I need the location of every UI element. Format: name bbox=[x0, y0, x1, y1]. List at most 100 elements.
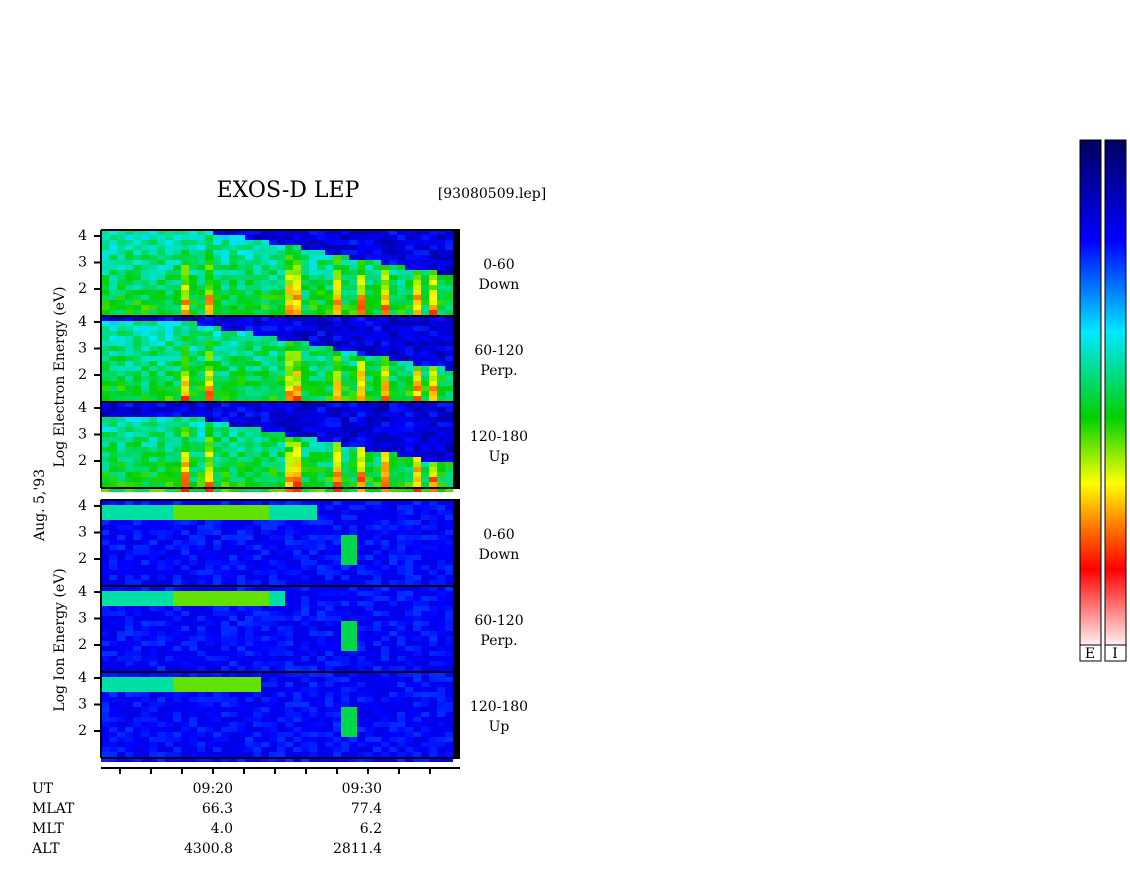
spectrogram-cell bbox=[429, 601, 437, 606]
spectrogram-cell bbox=[309, 487, 317, 492]
spectrogram-cell bbox=[205, 697, 213, 702]
spectrogram-cell bbox=[333, 515, 341, 520]
spectrogram-cell bbox=[237, 482, 245, 487]
spectrogram-cell bbox=[269, 331, 277, 336]
spectrogram-cell bbox=[381, 611, 389, 616]
spectrogram-cell bbox=[269, 417, 277, 422]
spectrogram-cell bbox=[429, 707, 437, 712]
spectrogram-cell bbox=[237, 472, 245, 477]
spectrogram-cell bbox=[301, 510, 309, 515]
spectrogram-cell bbox=[261, 265, 269, 270]
spectrogram-cell bbox=[365, 505, 373, 510]
spectrogram-cell bbox=[293, 255, 301, 260]
spectrogram-cell bbox=[413, 550, 421, 555]
spectrogram-cell bbox=[349, 477, 357, 482]
spectrogram-cell bbox=[229, 505, 237, 510]
spectrogram-cell bbox=[405, 757, 413, 762]
spectrogram-cell bbox=[301, 255, 309, 260]
spectrogram-cell bbox=[117, 432, 125, 437]
spectrogram-cell bbox=[165, 505, 173, 510]
spectrogram-cell bbox=[397, 321, 405, 326]
spectrogram-cell bbox=[229, 280, 237, 285]
spectrogram-cell bbox=[301, 757, 309, 762]
spectrogram-cell bbox=[397, 672, 405, 677]
spectrogram-cell bbox=[389, 265, 397, 270]
spectrogram-cell bbox=[253, 245, 261, 250]
spectrogram-cell bbox=[269, 575, 277, 580]
spectrogram-cell bbox=[125, 402, 133, 407]
spectrogram-cell bbox=[445, 381, 453, 386]
spectrogram-cell bbox=[269, 651, 277, 656]
spectrogram-cell bbox=[357, 336, 365, 341]
spectrogram-cell bbox=[405, 275, 413, 280]
spectrogram-cell bbox=[229, 540, 237, 545]
spectrogram-cell bbox=[277, 682, 285, 687]
spectrogram-cell bbox=[301, 651, 309, 656]
spectrogram-cell bbox=[429, 240, 437, 245]
spectrogram-cell bbox=[213, 666, 221, 671]
spectrogram-cell bbox=[285, 606, 293, 611]
spectrogram-cell bbox=[101, 442, 109, 447]
spectrogram-cell bbox=[429, 656, 437, 661]
spectrogram-cell bbox=[381, 727, 389, 732]
spectrogram-cell bbox=[237, 321, 245, 326]
spectrogram-cell bbox=[117, 722, 125, 727]
spectrogram-cell bbox=[141, 457, 149, 462]
spectrogram-cell bbox=[181, 240, 189, 245]
spectrogram-cell bbox=[381, 591, 389, 596]
spectrogram-cell bbox=[293, 505, 301, 510]
spectrogram-cell bbox=[309, 596, 317, 601]
spectrogram-cell bbox=[381, 646, 389, 651]
spectrogram-cell bbox=[357, 245, 365, 250]
spectrogram-cell bbox=[181, 452, 189, 457]
spectrogram-cell bbox=[277, 381, 285, 386]
spectrogram-cell bbox=[173, 290, 181, 295]
spectrogram-cell bbox=[357, 717, 365, 722]
spectrogram-cell bbox=[413, 371, 421, 376]
spectrogram-cell bbox=[381, 747, 389, 752]
spectrogram-cell bbox=[309, 447, 317, 452]
spectrogram-cell bbox=[301, 422, 309, 427]
spectrogram-cell bbox=[309, 550, 317, 555]
spectrogram-cell bbox=[109, 417, 117, 422]
spectrogram-cell bbox=[245, 747, 253, 752]
spectrogram-cell bbox=[373, 386, 381, 391]
spectrogram-cell bbox=[237, 300, 245, 305]
spectrogram-cell bbox=[253, 646, 261, 651]
spectrogram-cell bbox=[277, 560, 285, 565]
spectrogram-cell bbox=[229, 515, 237, 520]
spectrogram-cell bbox=[429, 407, 437, 412]
spectrogram-cell bbox=[173, 240, 181, 245]
spectrogram-cell bbox=[445, 402, 453, 407]
spectrogram-cell bbox=[301, 427, 309, 432]
spectrogram-cell bbox=[301, 661, 309, 666]
spectrogram-cell bbox=[245, 692, 253, 697]
spectrogram-cell bbox=[109, 757, 117, 762]
spectrogram-cell bbox=[365, 482, 373, 487]
spectrogram-cell bbox=[301, 285, 309, 290]
spectrogram-cell bbox=[125, 687, 133, 692]
spectrogram-cell bbox=[317, 391, 325, 396]
spectrogram-cell bbox=[357, 407, 365, 412]
spectrogram-cell bbox=[389, 672, 397, 677]
spectrogram-cell bbox=[173, 321, 181, 326]
spectrogram-cell bbox=[429, 575, 437, 580]
spectrogram-cell bbox=[381, 510, 389, 515]
spectrogram-cell bbox=[101, 606, 109, 611]
spectrogram-cell bbox=[413, 341, 421, 346]
spectrogram-cell bbox=[309, 341, 317, 346]
spectrogram-cell bbox=[429, 535, 437, 540]
spectrogram-cell bbox=[101, 300, 109, 305]
spectrogram-cell bbox=[381, 275, 389, 280]
spectrogram-cell bbox=[381, 407, 389, 412]
spectrogram-cell bbox=[221, 366, 229, 371]
spectrogram-cell bbox=[269, 560, 277, 565]
spectrogram-cell bbox=[421, 477, 429, 482]
spectrogram-cell bbox=[245, 265, 253, 270]
spectrogram-cell bbox=[397, 540, 405, 545]
spectrogram-cell bbox=[437, 707, 445, 712]
spectrogram-cell bbox=[197, 265, 205, 270]
spectrogram-cell bbox=[229, 422, 237, 427]
spectrogram-cell bbox=[421, 432, 429, 437]
spectrogram-cell bbox=[141, 230, 149, 235]
